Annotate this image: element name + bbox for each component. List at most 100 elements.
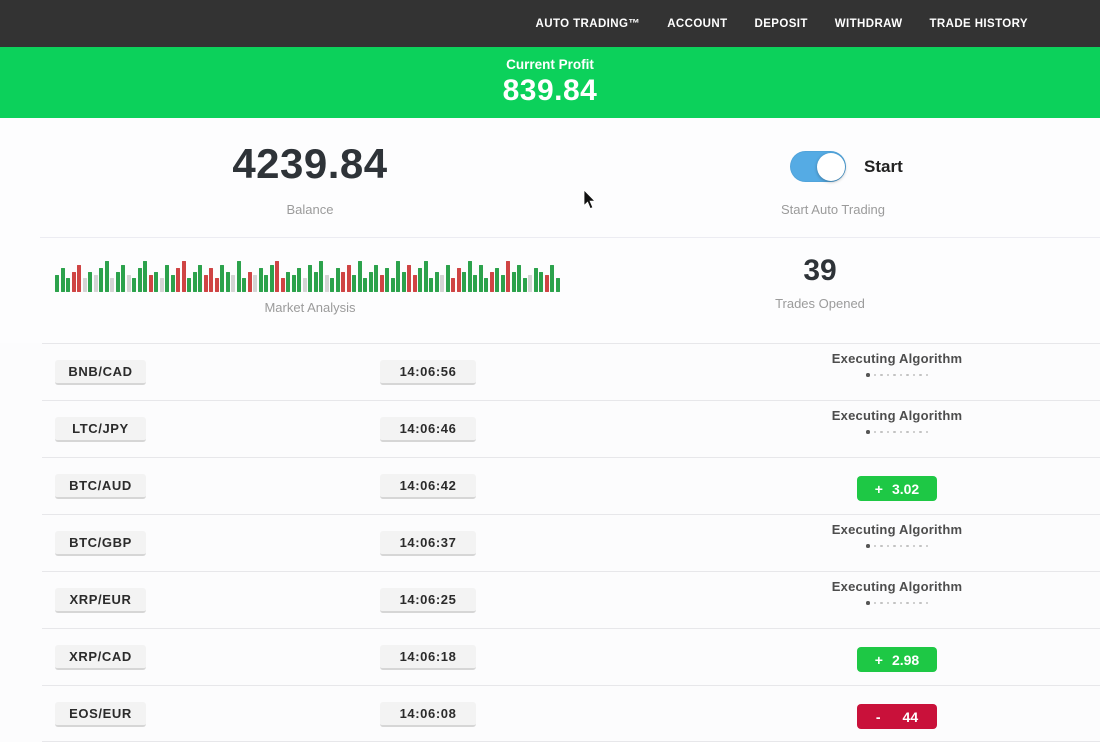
market-bar [198, 264, 202, 292]
trade-time: 14:06:42 [380, 474, 476, 499]
market-bar [181, 261, 186, 292]
nav-item-auto-trading[interactable]: AUTO TRADING™ [535, 17, 641, 30]
market-bar [275, 261, 279, 292]
balance-stat: 4239.84 Balance [0, 140, 620, 217]
profit-badge: +2.98 [857, 647, 937, 672]
pair-badge: XRP/EUR [55, 588, 146, 613]
market-bar [357, 261, 362, 292]
market-bar [462, 271, 466, 292]
market-bar [159, 278, 164, 292]
market-bar [154, 271, 158, 292]
loss-badge: - 44 [857, 704, 937, 729]
market-bar [346, 264, 351, 292]
balance-value: 4239.84 [232, 140, 388, 187]
executing-indicator: Executing Algorithm [817, 522, 977, 548]
nav-item-withdraw[interactable]: WITHDRAW [834, 17, 903, 30]
market-bar [236, 261, 241, 292]
nav-item-trade-history[interactable]: TRADE HISTORY [929, 17, 1028, 30]
market-bar [511, 271, 516, 292]
market-bar [555, 278, 560, 292]
market-bar [506, 261, 510, 292]
trade-time: 14:06:56 [380, 360, 476, 385]
market-bar [352, 275, 356, 292]
trade-time: 14:06:08 [380, 702, 476, 727]
market-bar [544, 275, 549, 292]
market-bar [396, 261, 400, 292]
executing-label: Executing Algorithm [831, 579, 963, 594]
executing-indicator: Executing Algorithm [817, 408, 977, 434]
market-bar [187, 278, 191, 292]
progress-dots [817, 373, 977, 377]
market-bar [258, 268, 263, 292]
market-bar [445, 264, 450, 292]
market-bar [456, 268, 461, 292]
toggle-knob-icon [816, 152, 845, 181]
market-bar [423, 261, 428, 292]
market-bar [253, 275, 257, 292]
market-bar [324, 275, 329, 292]
trade-row: BTC/AUD 14:06:42 +3.02 [0, 457, 1100, 514]
trades-list: BNB/CAD 14:06:56 Executing Algorithm LTC/JP… [0, 343, 1100, 742]
trade-row: XRP/EUR 14:06:25 Executing Algorithm [0, 571, 1100, 628]
market-bar [60, 268, 65, 292]
market-analysis-chart [55, 258, 565, 292]
market-bar [484, 278, 488, 292]
trade-row: LTC/JPY 14:06:46 Executing Algorithm [0, 400, 1100, 457]
start-toggle[interactable] [790, 151, 846, 182]
market-bar [77, 264, 81, 292]
market-bar [335, 268, 340, 292]
market-analysis-label: Market Analysis [264, 300, 356, 315]
nav-item-account[interactable]: ACCOUNT [667, 17, 728, 30]
trades-opened-stat: 39 Trades Opened [620, 254, 1020, 311]
market-bar [110, 278, 114, 292]
market-bar [522, 278, 527, 292]
market-bar [176, 268, 180, 292]
badge-sign: - [875, 708, 881, 725]
market-bar [429, 278, 433, 292]
trade-row: EOS/EUR 14:06:08 - 44 [0, 685, 1100, 742]
market-bar [55, 275, 59, 292]
pair-badge: BTC/GBP [55, 531, 146, 556]
market-bar [467, 261, 472, 292]
current-profit-label: Current Profit [506, 57, 594, 72]
market-bar [242, 278, 246, 292]
start-auto-trading-caption: Start Auto Trading [780, 202, 886, 217]
market-bar [368, 271, 373, 292]
trades-opened-label: Trades Opened [775, 296, 865, 311]
pair-badge: LTC/JPY [55, 417, 146, 442]
market-bar [528, 275, 532, 292]
market-bar [269, 264, 274, 292]
market-bar [451, 278, 455, 292]
pair-badge: EOS/EUR [55, 702, 146, 727]
market-bar [286, 271, 290, 292]
executing-label: Executing Algorithm [831, 522, 963, 537]
market-bar [148, 275, 153, 292]
market-bar [121, 264, 125, 292]
pair-badge: BNB/CAD [55, 360, 146, 385]
market-bar [66, 278, 70, 292]
market-bar [93, 275, 98, 292]
market-bar [473, 275, 477, 292]
market-bar [165, 264, 169, 292]
profit-badge: +3.02 [857, 476, 937, 501]
market-bar [137, 268, 142, 292]
start-toggle-label: Start [864, 156, 903, 176]
pair-badge: BTC/AUD [55, 474, 146, 499]
nav-item-deposit[interactable]: DEPOSIT [754, 17, 808, 30]
market-bar [280, 278, 285, 292]
section-divider [40, 237, 1100, 238]
market-bar [308, 264, 312, 292]
market-bar [192, 271, 197, 292]
market-bar [418, 268, 422, 292]
market-bar [225, 271, 230, 292]
market-bar [539, 271, 543, 292]
market-bar [264, 275, 268, 292]
executing-indicator: Executing Algorithm [817, 579, 977, 605]
market-bar [297, 268, 301, 292]
market-bar [550, 264, 554, 292]
market-bar [214, 278, 219, 292]
trade-row: BNB/CAD 14:06:56 Executing Algorithm [0, 343, 1100, 400]
badge-value: 2.98 [891, 651, 920, 668]
market-bar [88, 271, 92, 292]
